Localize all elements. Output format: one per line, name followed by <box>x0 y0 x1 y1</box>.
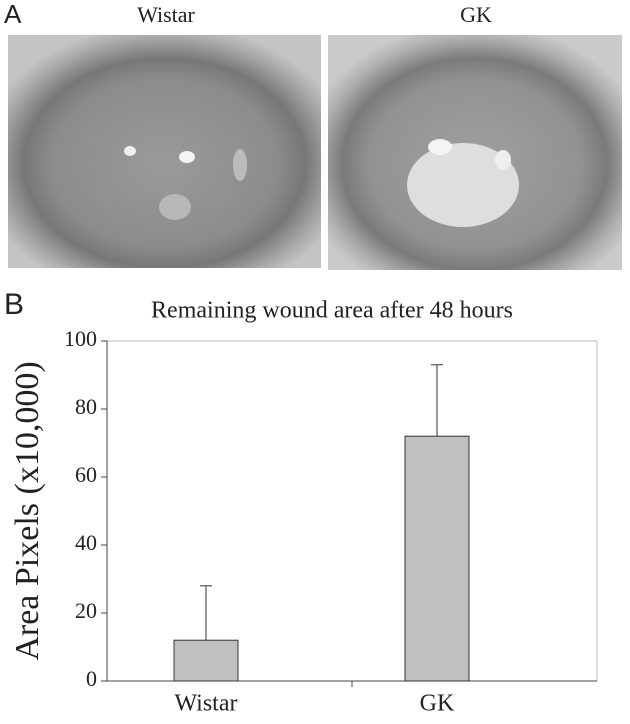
panel-label: A <box>4 0 22 29</box>
panel-label: B <box>4 288 24 321</box>
x-tick-label: GK <box>420 691 455 717</box>
y-tick-label: 100 <box>64 326 97 351</box>
y-tick-label: 20 <box>75 598 97 623</box>
bar <box>404 435 470 682</box>
y-tick-label: 0 <box>86 666 97 691</box>
photo-wistar <box>8 35 321 268</box>
y-tick-label: 40 <box>75 530 97 555</box>
y-axis-label: Area Pixels (x10,000) <box>9 361 46 660</box>
photo-gk <box>328 35 622 270</box>
error-bar <box>200 585 212 641</box>
y-tick-label: 60 <box>75 462 97 487</box>
image-caption: Wistar <box>137 2 195 27</box>
error-bar <box>431 364 443 437</box>
x-tick-label: Wistar <box>174 691 237 717</box>
bar <box>173 639 239 682</box>
image-caption: GK <box>460 2 492 27</box>
y-tick-label: 80 <box>75 394 97 419</box>
chart-title: Remaining wound area after 48 hours <box>151 298 513 324</box>
